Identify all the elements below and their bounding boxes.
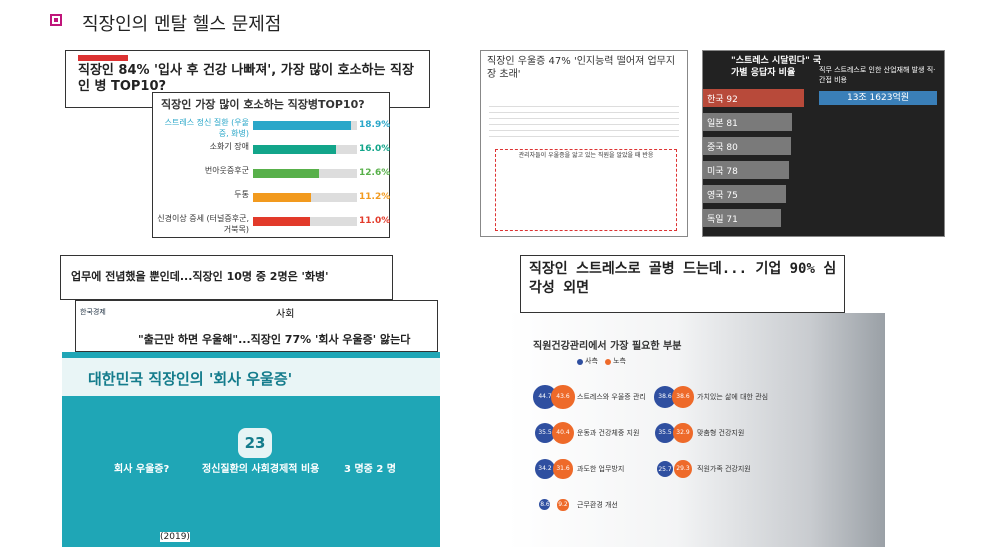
infographic: 대한민국 직장인의 '회사 우울증' 23 회사 우울증? 정신질환의 사회경제… (62, 352, 440, 547)
bar (703, 185, 786, 203)
category-label: 한국 92 (707, 95, 738, 105)
value-label: 12.6% (359, 168, 391, 178)
headline: "스트레스 시달린다" 국가별 응답자 비율 (731, 56, 822, 78)
category-label: 일본 81 (707, 119, 738, 129)
bubble: 35.5 (654, 422, 676, 444)
category-label: 영국 75 (707, 191, 738, 201)
clip: "스트레스 시달린다" 국가별 응답자 비율 직무 스트레스로 인한 산업재해 … (702, 50, 945, 237)
item-label: 운동과 건강체중 지원 (577, 429, 640, 437)
bar (253, 169, 319, 178)
bubble: 8.6 (539, 499, 551, 511)
bubble: 40.4 (551, 421, 575, 445)
bubble: 43.6 (551, 385, 575, 409)
value-label: 11.0% (359, 216, 391, 226)
figure-title: 관리자들이 우울증을 앓고 있는 직원을 알았을 때 반응 (518, 152, 654, 159)
item-label: 과도한 업무방지 (577, 465, 625, 473)
headline: 업무에 전념했을 뿐인데...직장인 10명 중 2명은 '화병' (71, 270, 329, 283)
legend-dot (605, 359, 611, 365)
bullet-icon (50, 14, 62, 26)
bubble: 38.6 (654, 386, 676, 408)
value-label: 16.0% (359, 144, 391, 154)
clip: 한국경제 사회 "출근만 하면 우울해"...직장인 77% '회사 우울증' … (75, 300, 438, 352)
bubble: 29.3 (673, 459, 693, 479)
item-label: 스트레스와 우울증 관리 (577, 393, 646, 401)
bubble-figure: 직원건강관리에서 가장 필요한 부분 사측 노측 44.7 43.6 스트레스와 우울증… (507, 313, 885, 547)
category-label: 스트레스 정신 질환 (우울증, 화병) (164, 118, 249, 138)
bar (703, 161, 789, 179)
bar (253, 217, 311, 226)
figure: 관리자들이 우울증을 앓고 있는 직원을 알았을 때 반응 (495, 149, 677, 231)
category-label: 번아웃증후군 (204, 166, 249, 175)
headline: "출근만 하면 우울해"...직장인 77% '회사 우울증' 앓는다 (138, 333, 411, 346)
bubble: 35.5 (534, 422, 556, 444)
clip: 직장인 우울증 47% '인지능력 떨어져 업무지장 초래' 관리자들이 우울증… (480, 50, 688, 237)
headline: 직장인 우울증 47% '인지능력 떨어져 업무지장 초래' (487, 56, 676, 80)
cost-value: 23 (238, 428, 272, 458)
bubble: 9.2 (557, 499, 569, 511)
source: 한국경제 (80, 308, 106, 316)
bar (703, 113, 793, 131)
body-text (489, 101, 679, 141)
item-label: 맞춤형 건강지원 (697, 429, 745, 437)
category-label: 중국 80 (707, 143, 738, 153)
category-label: 신경이상 증세 (터널증후군, 거북목) (157, 214, 249, 234)
bubble: 44.7 (533, 385, 557, 409)
info-title: 대한민국 직장인의 '회사 우울증' (88, 370, 293, 388)
legend-label: 노측 (613, 357, 626, 365)
category-label: 두통 (234, 190, 249, 199)
bar (253, 145, 337, 154)
bubble: 34.2 (535, 459, 555, 479)
bubble: 31.6 (553, 459, 573, 479)
item: 3 명중 2 명 (344, 464, 396, 475)
bubble: 32.9 (673, 423, 693, 443)
year: (2019) (160, 532, 190, 542)
total: 13조 1623억원 (819, 91, 937, 105)
bar (703, 209, 782, 227)
item: 정신질환의 사회경제적 비용 (202, 464, 320, 475)
legend-dot (577, 359, 583, 365)
clip: 직장인 스트레스로 골병 드는데... 기업 90% 심각성 외면 (520, 255, 845, 313)
item-label: 가치있는 삶에 대한 관심 (697, 393, 769, 401)
bar (253, 193, 312, 202)
bubble: 38.6 (672, 386, 694, 408)
bar-chart: 직장인 가장 많이 호소하는 직장병TOP10? 스트레스 정신 질환 (우울증… (152, 92, 390, 238)
headline: 직장인 84% '입사 후 건강 나빠져', 가장 많이 호소하는 직장인 병 … (78, 63, 414, 94)
bar (253, 121, 352, 130)
section: 사회 (276, 309, 295, 320)
item-label: 근무환경 개선 (577, 501, 618, 509)
item: 회사 우울증? (114, 464, 170, 475)
legend-label: 사측 (585, 357, 598, 365)
category-label: 미국 78 (707, 167, 738, 177)
category-label: 소화기 장애 (209, 142, 249, 151)
side-title: 직무 스트레스로 인한 산업재해 발생 직·간접 비용 (819, 66, 936, 84)
slide-title: 직장인의 멘탈 헬스 문제점 (82, 14, 282, 35)
value-label: 11.2% (359, 192, 391, 202)
category-label: 독일 71 (707, 215, 738, 225)
item-label: 직원가족 건강지원 (697, 465, 751, 473)
info-header (62, 358, 440, 396)
chart-title: 직장인 가장 많이 호소하는 직장병TOP10? (161, 98, 365, 111)
bar (703, 89, 805, 107)
bar (703, 137, 791, 155)
figure-title: 직원건강관리에서 가장 필요한 부분 (533, 341, 682, 352)
clip: 업무에 전념했을 뿐인데...직장인 10명 중 2명은 '화병' (60, 255, 393, 300)
bubble: 25.7 (656, 460, 674, 478)
tag (78, 55, 128, 61)
headline: 직장인 스트레스로 골병 드는데... 기업 90% 심각성 외면 (529, 261, 837, 296)
value-label: 18.9% (359, 120, 391, 130)
